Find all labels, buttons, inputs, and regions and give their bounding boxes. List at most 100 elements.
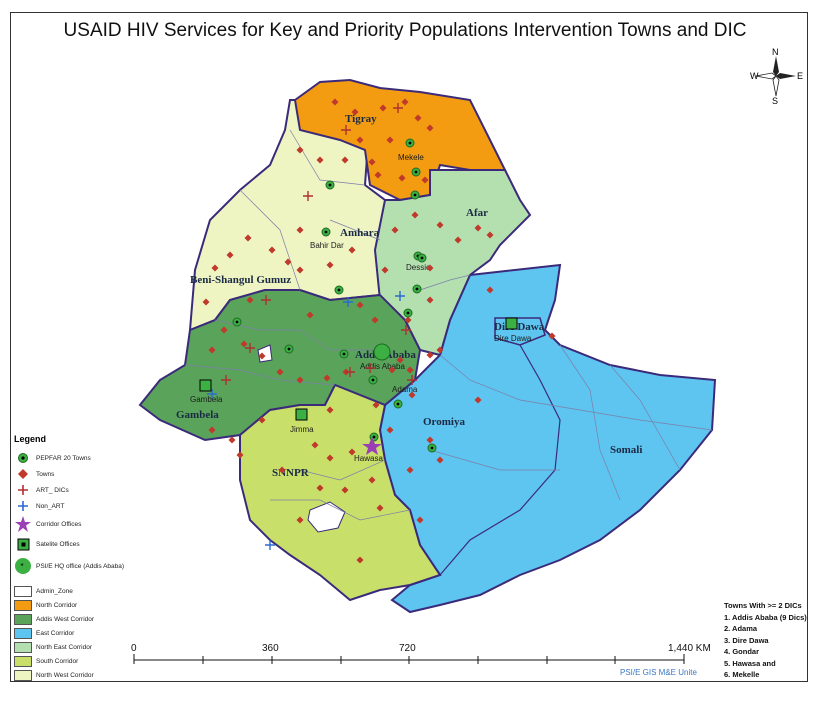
town-marker[interactable] bbox=[268, 246, 276, 254]
town-marker[interactable] bbox=[379, 104, 387, 112]
town-marker[interactable] bbox=[548, 332, 556, 340]
region-snnpr[interactable] bbox=[239, 383, 442, 602]
town-marker[interactable] bbox=[323, 374, 331, 382]
pepfar-town-marker-dot bbox=[420, 256, 424, 260]
town-marker[interactable] bbox=[226, 251, 234, 259]
towns-item: 3. Dire Dawa bbox=[724, 635, 769, 645]
town-marker[interactable] bbox=[381, 266, 389, 274]
town-marker[interactable] bbox=[296, 226, 304, 234]
town-marker[interactable] bbox=[426, 296, 434, 304]
town-marker[interactable] bbox=[208, 426, 216, 434]
town-marker[interactable] bbox=[240, 340, 248, 348]
town-marker[interactable] bbox=[486, 286, 494, 294]
town-marker[interactable] bbox=[202, 298, 210, 306]
town-marker[interactable] bbox=[474, 396, 482, 404]
town-marker[interactable] bbox=[326, 454, 334, 462]
town-marker[interactable] bbox=[408, 391, 416, 399]
town-marker[interactable] bbox=[331, 98, 339, 106]
town-marker[interactable] bbox=[236, 451, 244, 459]
town-marker[interactable] bbox=[401, 98, 409, 106]
town-marker[interactable] bbox=[296, 266, 304, 274]
town-marker[interactable] bbox=[426, 124, 434, 132]
non-art-marker[interactable] bbox=[395, 291, 405, 301]
town-marker[interactable] bbox=[436, 221, 444, 229]
town-marker[interactable] bbox=[426, 264, 434, 272]
hq-office-marker[interactable] bbox=[373, 343, 391, 361]
town-marker[interactable] bbox=[326, 261, 334, 269]
art-dic-marker[interactable] bbox=[221, 375, 231, 385]
town-marker[interactable] bbox=[356, 301, 364, 309]
art-dic-marker[interactable] bbox=[245, 343, 255, 353]
art-dic-marker[interactable] bbox=[261, 295, 271, 305]
town-marker[interactable] bbox=[208, 346, 216, 354]
town-marker[interactable] bbox=[376, 504, 384, 512]
town-marker[interactable] bbox=[368, 476, 376, 484]
town-marker[interactable] bbox=[436, 346, 444, 354]
art-dic-marker[interactable] bbox=[341, 125, 351, 135]
town-marker[interactable] bbox=[368, 158, 376, 166]
town-marker[interactable] bbox=[220, 326, 228, 334]
corridor-office-marker[interactable] bbox=[362, 437, 382, 455]
town-marker[interactable] bbox=[311, 441, 319, 449]
town-marker[interactable] bbox=[211, 264, 219, 272]
town-marker[interactable] bbox=[348, 448, 356, 456]
town-marker[interactable] bbox=[348, 246, 356, 254]
art-dic-marker[interactable] bbox=[407, 375, 417, 385]
art-dic-marker[interactable] bbox=[303, 191, 313, 201]
town-marker[interactable] bbox=[296, 516, 304, 524]
map-title: USAID HIV Services for Key and Priority … bbox=[63, 20, 747, 41]
town-marker[interactable] bbox=[386, 136, 394, 144]
town-marker[interactable] bbox=[436, 456, 444, 464]
town-marker[interactable] bbox=[296, 146, 304, 154]
town-marker[interactable] bbox=[406, 366, 414, 374]
town-marker[interactable] bbox=[306, 311, 314, 319]
town-marker[interactable] bbox=[351, 108, 359, 116]
town-marker[interactable] bbox=[454, 236, 462, 244]
town-marker[interactable] bbox=[486, 231, 494, 239]
town-marker[interactable] bbox=[258, 352, 266, 360]
town-marker[interactable] bbox=[296, 376, 304, 384]
town-marker[interactable] bbox=[426, 351, 434, 359]
town-marker[interactable] bbox=[276, 368, 284, 376]
town-marker[interactable] bbox=[414, 114, 422, 122]
town-marker[interactable] bbox=[374, 171, 382, 179]
satellite-office-marker[interactable] bbox=[295, 408, 308, 421]
town-marker[interactable] bbox=[341, 486, 349, 494]
town-marker[interactable] bbox=[284, 258, 292, 266]
town-marker[interactable] bbox=[258, 416, 266, 424]
town-marker[interactable] bbox=[391, 226, 399, 234]
town-marker[interactable] bbox=[316, 156, 324, 164]
town-marker[interactable] bbox=[326, 406, 334, 414]
art-dic-marker[interactable] bbox=[345, 367, 355, 377]
town-marker[interactable] bbox=[474, 224, 482, 232]
town-marker[interactable] bbox=[316, 484, 324, 492]
town-marker[interactable] bbox=[404, 316, 412, 324]
non-art-marker[interactable] bbox=[207, 389, 217, 399]
town-marker[interactable] bbox=[426, 436, 434, 444]
town-marker[interactable] bbox=[341, 156, 349, 164]
town-marker[interactable] bbox=[371, 316, 379, 324]
satellite-office-marker[interactable] bbox=[199, 379, 212, 392]
art-dic-marker[interactable] bbox=[365, 363, 375, 373]
town-marker[interactable] bbox=[278, 466, 286, 474]
town-marker[interactable] bbox=[244, 234, 252, 242]
town-marker[interactable] bbox=[356, 556, 364, 564]
town-marker[interactable] bbox=[388, 366, 396, 374]
town-marker[interactable] bbox=[406, 466, 414, 474]
admin-zone-patch bbox=[307, 501, 346, 533]
town-marker[interactable] bbox=[356, 136, 364, 144]
town-marker[interactable] bbox=[398, 174, 406, 182]
town-marker[interactable] bbox=[421, 176, 429, 184]
art-dic-marker[interactable] bbox=[393, 103, 403, 113]
non-art-marker[interactable] bbox=[343, 297, 353, 307]
town-marker[interactable] bbox=[411, 211, 419, 219]
town-marker[interactable] bbox=[246, 296, 254, 304]
town-marker[interactable] bbox=[228, 436, 236, 444]
satellite-office-marker[interactable] bbox=[505, 317, 518, 330]
non-art-marker[interactable] bbox=[265, 540, 275, 550]
town-marker[interactable] bbox=[396, 356, 404, 364]
art-dic-marker[interactable] bbox=[401, 325, 411, 335]
town-marker[interactable] bbox=[372, 401, 380, 409]
town-marker[interactable] bbox=[386, 426, 394, 434]
town-marker[interactable] bbox=[416, 516, 424, 524]
